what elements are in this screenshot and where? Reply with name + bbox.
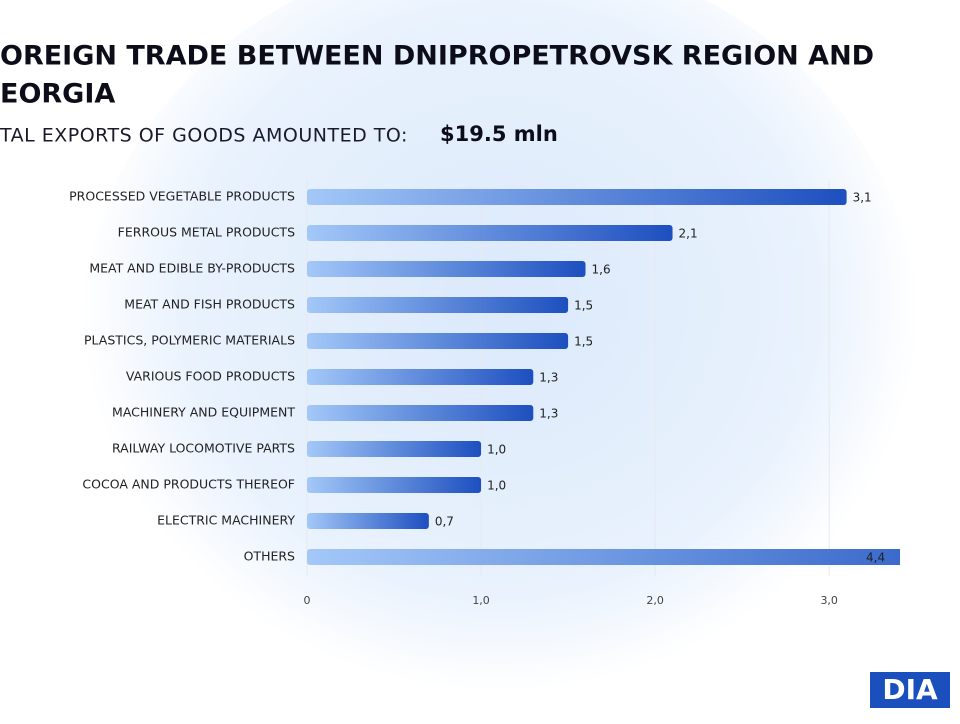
category-label: VARIOUS FOOD PRODUCTS	[126, 369, 295, 384]
category-label: PLASTICS, POLYMERIC MATERIALS	[84, 333, 295, 348]
category-label: MACHINERY AND EQUIPMENT	[112, 405, 295, 420]
category-label: ELECTRIC MACHINERY	[157, 513, 295, 528]
bar	[307, 405, 534, 421]
category-label: FERROUS METAL PRODUCTS	[118, 225, 295, 240]
category-label: MEAT AND FISH PRODUCTS	[124, 297, 295, 312]
value-label: 1,3	[539, 407, 558, 421]
bar	[307, 297, 569, 313]
category-label: RAILWAY LOCOMOTIVE PARTS	[112, 441, 295, 456]
total-value: $19.5 mln	[440, 122, 558, 146]
bar	[307, 477, 482, 493]
category-label: MEAT AND EDIBLE BY-PRODUCTS	[89, 261, 295, 276]
value-label: 1,0	[487, 443, 506, 457]
x-tick-label: 2,0	[646, 594, 664, 607]
value-label: 1,5	[574, 299, 593, 313]
bar	[307, 261, 586, 277]
bar	[307, 441, 482, 457]
chart-title: EORGIA	[0, 79, 115, 110]
x-tick-label: 1,0	[472, 594, 490, 607]
background-glow	[80, 0, 920, 724]
x-tick-label: 0	[304, 594, 311, 607]
bars	[307, 189, 900, 565]
value-label: 0,7	[435, 515, 454, 529]
chart-subtitle: TAL EXPORTS OF GOODS AMOUNTED TO:	[0, 125, 408, 147]
bar	[307, 189, 847, 205]
value-label: 1,0	[487, 479, 506, 493]
bar	[307, 549, 900, 565]
value-label: 1,6	[592, 263, 611, 277]
bar	[307, 369, 534, 385]
category-label: OTHERS	[244, 549, 295, 564]
x-tick-label: 3,0	[820, 594, 838, 607]
value-label: 1,3	[539, 371, 558, 385]
value-label: 1,5	[574, 335, 593, 349]
value-label: 4,4	[866, 551, 885, 565]
plot: 0 1,0 2,0 3,0 PROCESSED VEGETABLE PRODUCTS 3,…	[69, 180, 900, 607]
bar	[307, 225, 673, 241]
bar	[307, 513, 429, 529]
bar	[307, 333, 569, 349]
category-label: COCOA AND PRODUCTS THEREOF	[82, 477, 295, 492]
logo-box	[870, 672, 950, 708]
value-label: 2,1	[679, 227, 698, 241]
value-label: 3,1	[853, 191, 872, 205]
category-label: PROCESSED VEGETABLE PRODUCTS	[69, 189, 295, 204]
logo: DIA	[882, 673, 938, 706]
chart-title: OREIGN TRADE BETWEEN DNIPROPETROVSK REGI…	[0, 41, 874, 72]
